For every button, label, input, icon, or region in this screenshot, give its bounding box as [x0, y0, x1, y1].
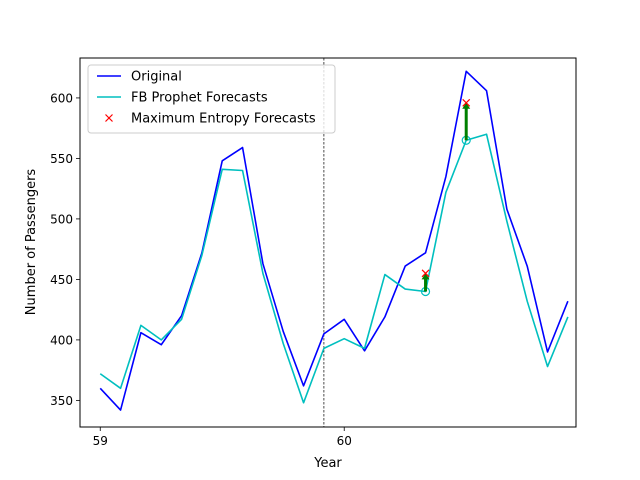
y-tick-label-5: 600 [50, 91, 73, 105]
correction-arrow-head [462, 102, 471, 109]
max-entropy-marker-0 [421, 269, 430, 278]
legend-box [87, 64, 336, 134]
legend-label-max-entropy: Maximum Entropy Forecasts [131, 112, 316, 127]
axes-frame [79, 57, 577, 428]
correction-arrow-1 [462, 102, 471, 141]
x-axis-label: Year [313, 456, 342, 471]
axis-ticks: 59 60 350 400 450 500 550 600 [50, 91, 352, 448]
y-tick-label-2: 450 [50, 273, 73, 287]
x-tick-label-0: 59 [93, 434, 108, 448]
y-axis-label: Number of Passengers [24, 169, 39, 316]
max-entropy-marker-1 [462, 98, 471, 107]
y-tick-label-0: 350 [50, 394, 73, 408]
series-line-original [99, 70, 569, 411]
max-entropy-marker-1-stroke-b [462, 98, 471, 107]
x-tick-label-1: 60 [337, 434, 352, 448]
correction-arrow-head [421, 273, 430, 280]
y-tick-label-4: 550 [50, 152, 73, 166]
y-tick-label-3: 500 [50, 212, 73, 226]
legend-label-original: Original [131, 70, 182, 85]
series-line-prophet [99, 133, 569, 404]
max-entropy-marker-0-stroke-b [421, 269, 430, 278]
legend-x-marker-stroke-b [105, 114, 113, 122]
correction-arrow-0 [421, 273, 430, 292]
legend-label-prophet: FB Prophet Forecasts [131, 91, 268, 106]
legend-x-marker [105, 114, 113, 122]
y-tick-label-1: 400 [50, 333, 73, 347]
legend: Original FB Prophet Forecasts Maximum En… [87, 64, 336, 134]
legend-swatch-max-entropy [105, 114, 113, 122]
